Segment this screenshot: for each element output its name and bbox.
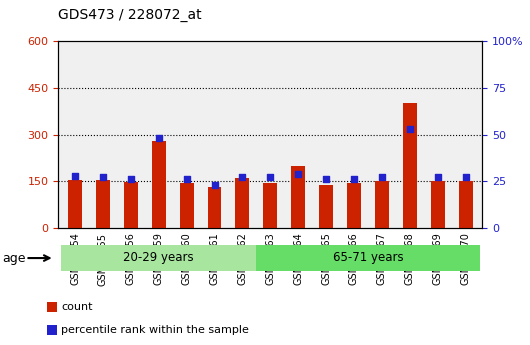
Bar	[375, 181, 389, 228]
Text: 20-29 years: 20-29 years	[123, 252, 194, 264]
Bar	[96, 179, 110, 228]
Bar	[61, 245, 257, 271]
Point	[434, 175, 442, 180]
Bar	[263, 183, 277, 228]
Point	[182, 177, 191, 182]
Bar	[235, 178, 250, 228]
Point	[99, 175, 107, 180]
Bar	[347, 183, 361, 228]
Point	[71, 173, 80, 178]
Bar	[124, 182, 138, 228]
Point	[350, 177, 358, 182]
Text: age: age	[3, 252, 26, 265]
Point	[322, 177, 330, 182]
Text: GDS473 / 228072_at: GDS473 / 228072_at	[58, 8, 202, 22]
Text: count: count	[61, 302, 93, 312]
Bar	[180, 183, 193, 228]
Point	[127, 177, 135, 182]
Bar	[68, 179, 82, 228]
Bar	[431, 180, 445, 228]
Bar	[47, 325, 57, 335]
Point	[210, 182, 219, 188]
Point	[154, 136, 163, 141]
Point	[294, 171, 303, 176]
Bar	[152, 141, 166, 228]
Text: 65-71 years: 65-71 years	[333, 252, 403, 264]
Bar	[319, 185, 333, 228]
Bar	[403, 104, 417, 228]
Bar	[208, 187, 222, 228]
Point	[266, 175, 275, 180]
Point	[461, 175, 470, 180]
Point	[378, 175, 386, 180]
Bar	[291, 166, 305, 228]
Point	[238, 175, 246, 180]
Point	[405, 126, 414, 132]
Text: percentile rank within the sample: percentile rank within the sample	[61, 325, 249, 335]
Bar	[257, 245, 480, 271]
Bar	[458, 180, 473, 228]
Bar	[47, 302, 57, 312]
